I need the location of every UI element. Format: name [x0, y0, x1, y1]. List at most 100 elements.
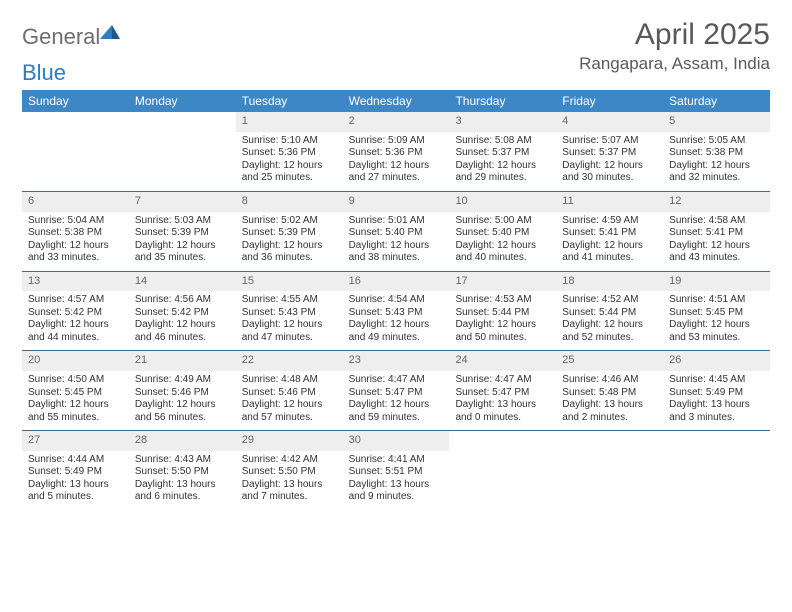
daylight-text: Daylight: 12 hours and 29 minutes. [455, 160, 550, 185]
weekday-header: Sunday Monday Tuesday Wednesday Thursday… [22, 90, 770, 112]
sunset-text: Sunset: 5:37 PM [455, 147, 550, 160]
daylight-text: Daylight: 12 hours and 40 minutes. [455, 240, 550, 265]
daylight-text: Daylight: 13 hours and 9 minutes. [349, 479, 444, 504]
day-body: Sunrise: 4:54 AMSunset: 5:43 PMDaylight:… [343, 291, 450, 350]
day-cell: 16Sunrise: 4:54 AMSunset: 5:43 PMDayligh… [343, 272, 450, 351]
sunset-text: Sunset: 5:46 PM [135, 387, 230, 400]
sunset-text: Sunset: 5:44 PM [562, 307, 657, 320]
sunset-text: Sunset: 5:38 PM [28, 227, 123, 240]
logo-triangle-icon [100, 23, 120, 39]
sunset-text: Sunset: 5:36 PM [349, 147, 444, 160]
day-body: Sunrise: 4:57 AMSunset: 5:42 PMDaylight:… [22, 291, 129, 350]
day-body: Sunrise: 5:07 AMSunset: 5:37 PMDaylight:… [556, 132, 663, 191]
weekday-thu: Thursday [449, 90, 556, 112]
sunrise-text: Sunrise: 4:45 AM [669, 374, 764, 387]
logo-word2: Blue [22, 60, 66, 85]
sunrise-text: Sunrise: 4:48 AM [242, 374, 337, 387]
daylight-text: Daylight: 12 hours and 25 minutes. [242, 160, 337, 185]
month-title: April 2025 [579, 18, 770, 52]
day-number: 5 [663, 112, 770, 132]
day-cell: 18Sunrise: 4:52 AMSunset: 5:44 PMDayligh… [556, 272, 663, 351]
day-cell: 21Sunrise: 4:49 AMSunset: 5:46 PMDayligh… [129, 351, 236, 430]
day-number: 23 [343, 351, 450, 371]
day-number: 29 [236, 431, 343, 451]
daylight-text: Daylight: 13 hours and 7 minutes. [242, 479, 337, 504]
sunrise-text: Sunrise: 4:53 AM [455, 294, 550, 307]
daylight-text: Daylight: 12 hours and 49 minutes. [349, 319, 444, 344]
day-body: Sunrise: 4:47 AMSunset: 5:47 PMDaylight:… [449, 371, 556, 430]
sunset-text: Sunset: 5:40 PM [349, 227, 444, 240]
daylight-text: Daylight: 12 hours and 32 minutes. [669, 160, 764, 185]
daylight-text: Daylight: 12 hours and 47 minutes. [242, 319, 337, 344]
day-number: 12 [663, 192, 770, 212]
daylight-text: Daylight: 12 hours and 56 minutes. [135, 399, 230, 424]
day-body: Sunrise: 4:53 AMSunset: 5:44 PMDaylight:… [449, 291, 556, 350]
day-number: 28 [129, 431, 236, 451]
day-cell: 24Sunrise: 4:47 AMSunset: 5:47 PMDayligh… [449, 351, 556, 430]
sunset-text: Sunset: 5:48 PM [562, 387, 657, 400]
day-number: 27 [22, 431, 129, 451]
sunrise-text: Sunrise: 5:07 AM [562, 135, 657, 148]
day-cell: 12Sunrise: 4:58 AMSunset: 5:41 PMDayligh… [663, 192, 770, 271]
daylight-text: Daylight: 12 hours and 53 minutes. [669, 319, 764, 344]
daylight-text: Daylight: 12 hours and 43 minutes. [669, 240, 764, 265]
logo-word1: General [22, 24, 100, 50]
day-cell: 1Sunrise: 5:10 AMSunset: 5:36 PMDaylight… [236, 112, 343, 191]
day-cell: 14Sunrise: 4:56 AMSunset: 5:42 PMDayligh… [129, 272, 236, 351]
day-cell: 2Sunrise: 5:09 AMSunset: 5:36 PMDaylight… [343, 112, 450, 191]
daylight-text: Daylight: 12 hours and 52 minutes. [562, 319, 657, 344]
day-cell: 10Sunrise: 5:00 AMSunset: 5:40 PMDayligh… [449, 192, 556, 271]
day-body: Sunrise: 5:00 AMSunset: 5:40 PMDaylight:… [449, 212, 556, 271]
day-number: 2 [343, 112, 450, 132]
sunrise-text: Sunrise: 4:52 AM [562, 294, 657, 307]
daylight-text: Daylight: 13 hours and 2 minutes. [562, 399, 657, 424]
day-body: Sunrise: 5:05 AMSunset: 5:38 PMDaylight:… [663, 132, 770, 191]
sunrise-text: Sunrise: 4:42 AM [242, 454, 337, 467]
day-cell [129, 112, 236, 191]
sunrise-text: Sunrise: 5:08 AM [455, 135, 550, 148]
sunset-text: Sunset: 5:51 PM [349, 466, 444, 479]
day-cell: 29Sunrise: 4:42 AMSunset: 5:50 PMDayligh… [236, 431, 343, 510]
sunset-text: Sunset: 5:49 PM [669, 387, 764, 400]
sunset-text: Sunset: 5:38 PM [669, 147, 764, 160]
day-body: Sunrise: 4:46 AMSunset: 5:48 PMDaylight:… [556, 371, 663, 430]
day-body: Sunrise: 5:08 AMSunset: 5:37 PMDaylight:… [449, 132, 556, 191]
day-number: 15 [236, 272, 343, 292]
sunrise-text: Sunrise: 5:04 AM [28, 215, 123, 228]
day-cell [556, 431, 663, 510]
daylight-text: Daylight: 12 hours and 36 minutes. [242, 240, 337, 265]
day-body: Sunrise: 4:48 AMSunset: 5:46 PMDaylight:… [236, 371, 343, 430]
day-cell: 23Sunrise: 4:47 AMSunset: 5:47 PMDayligh… [343, 351, 450, 430]
daylight-text: Daylight: 12 hours and 33 minutes. [28, 240, 123, 265]
day-number: 6 [22, 192, 129, 212]
sunrise-text: Sunrise: 4:54 AM [349, 294, 444, 307]
calendar: Sunday Monday Tuesday Wednesday Thursday… [22, 90, 770, 510]
sunset-text: Sunset: 5:39 PM [135, 227, 230, 240]
sunrise-text: Sunrise: 5:01 AM [349, 215, 444, 228]
day-cell: 20Sunrise: 4:50 AMSunset: 5:45 PMDayligh… [22, 351, 129, 430]
day-number: 19 [663, 272, 770, 292]
daylight-text: Daylight: 12 hours and 44 minutes. [28, 319, 123, 344]
sunrise-text: Sunrise: 5:02 AM [242, 215, 337, 228]
day-cell: 27Sunrise: 4:44 AMSunset: 5:49 PMDayligh… [22, 431, 129, 510]
day-cell: 13Sunrise: 4:57 AMSunset: 5:42 PMDayligh… [22, 272, 129, 351]
day-body: Sunrise: 5:04 AMSunset: 5:38 PMDaylight:… [22, 212, 129, 271]
day-number: 10 [449, 192, 556, 212]
day-number: 24 [449, 351, 556, 371]
day-number: 16 [343, 272, 450, 292]
day-number: 14 [129, 272, 236, 292]
sunset-text: Sunset: 5:41 PM [562, 227, 657, 240]
sunset-text: Sunset: 5:50 PM [135, 466, 230, 479]
weekday-tue: Tuesday [236, 90, 343, 112]
sunrise-text: Sunrise: 5:09 AM [349, 135, 444, 148]
sunrise-text: Sunrise: 5:00 AM [455, 215, 550, 228]
daylight-text: Daylight: 13 hours and 0 minutes. [455, 399, 550, 424]
sunset-text: Sunset: 5:47 PM [455, 387, 550, 400]
sunset-text: Sunset: 5:45 PM [669, 307, 764, 320]
day-cell: 22Sunrise: 4:48 AMSunset: 5:46 PMDayligh… [236, 351, 343, 430]
weeks-container: 1Sunrise: 5:10 AMSunset: 5:36 PMDaylight… [22, 112, 770, 510]
day-body: Sunrise: 4:41 AMSunset: 5:51 PMDaylight:… [343, 451, 450, 510]
daylight-text: Daylight: 12 hours and 57 minutes. [242, 399, 337, 424]
sunrise-text: Sunrise: 5:10 AM [242, 135, 337, 148]
day-number: 8 [236, 192, 343, 212]
